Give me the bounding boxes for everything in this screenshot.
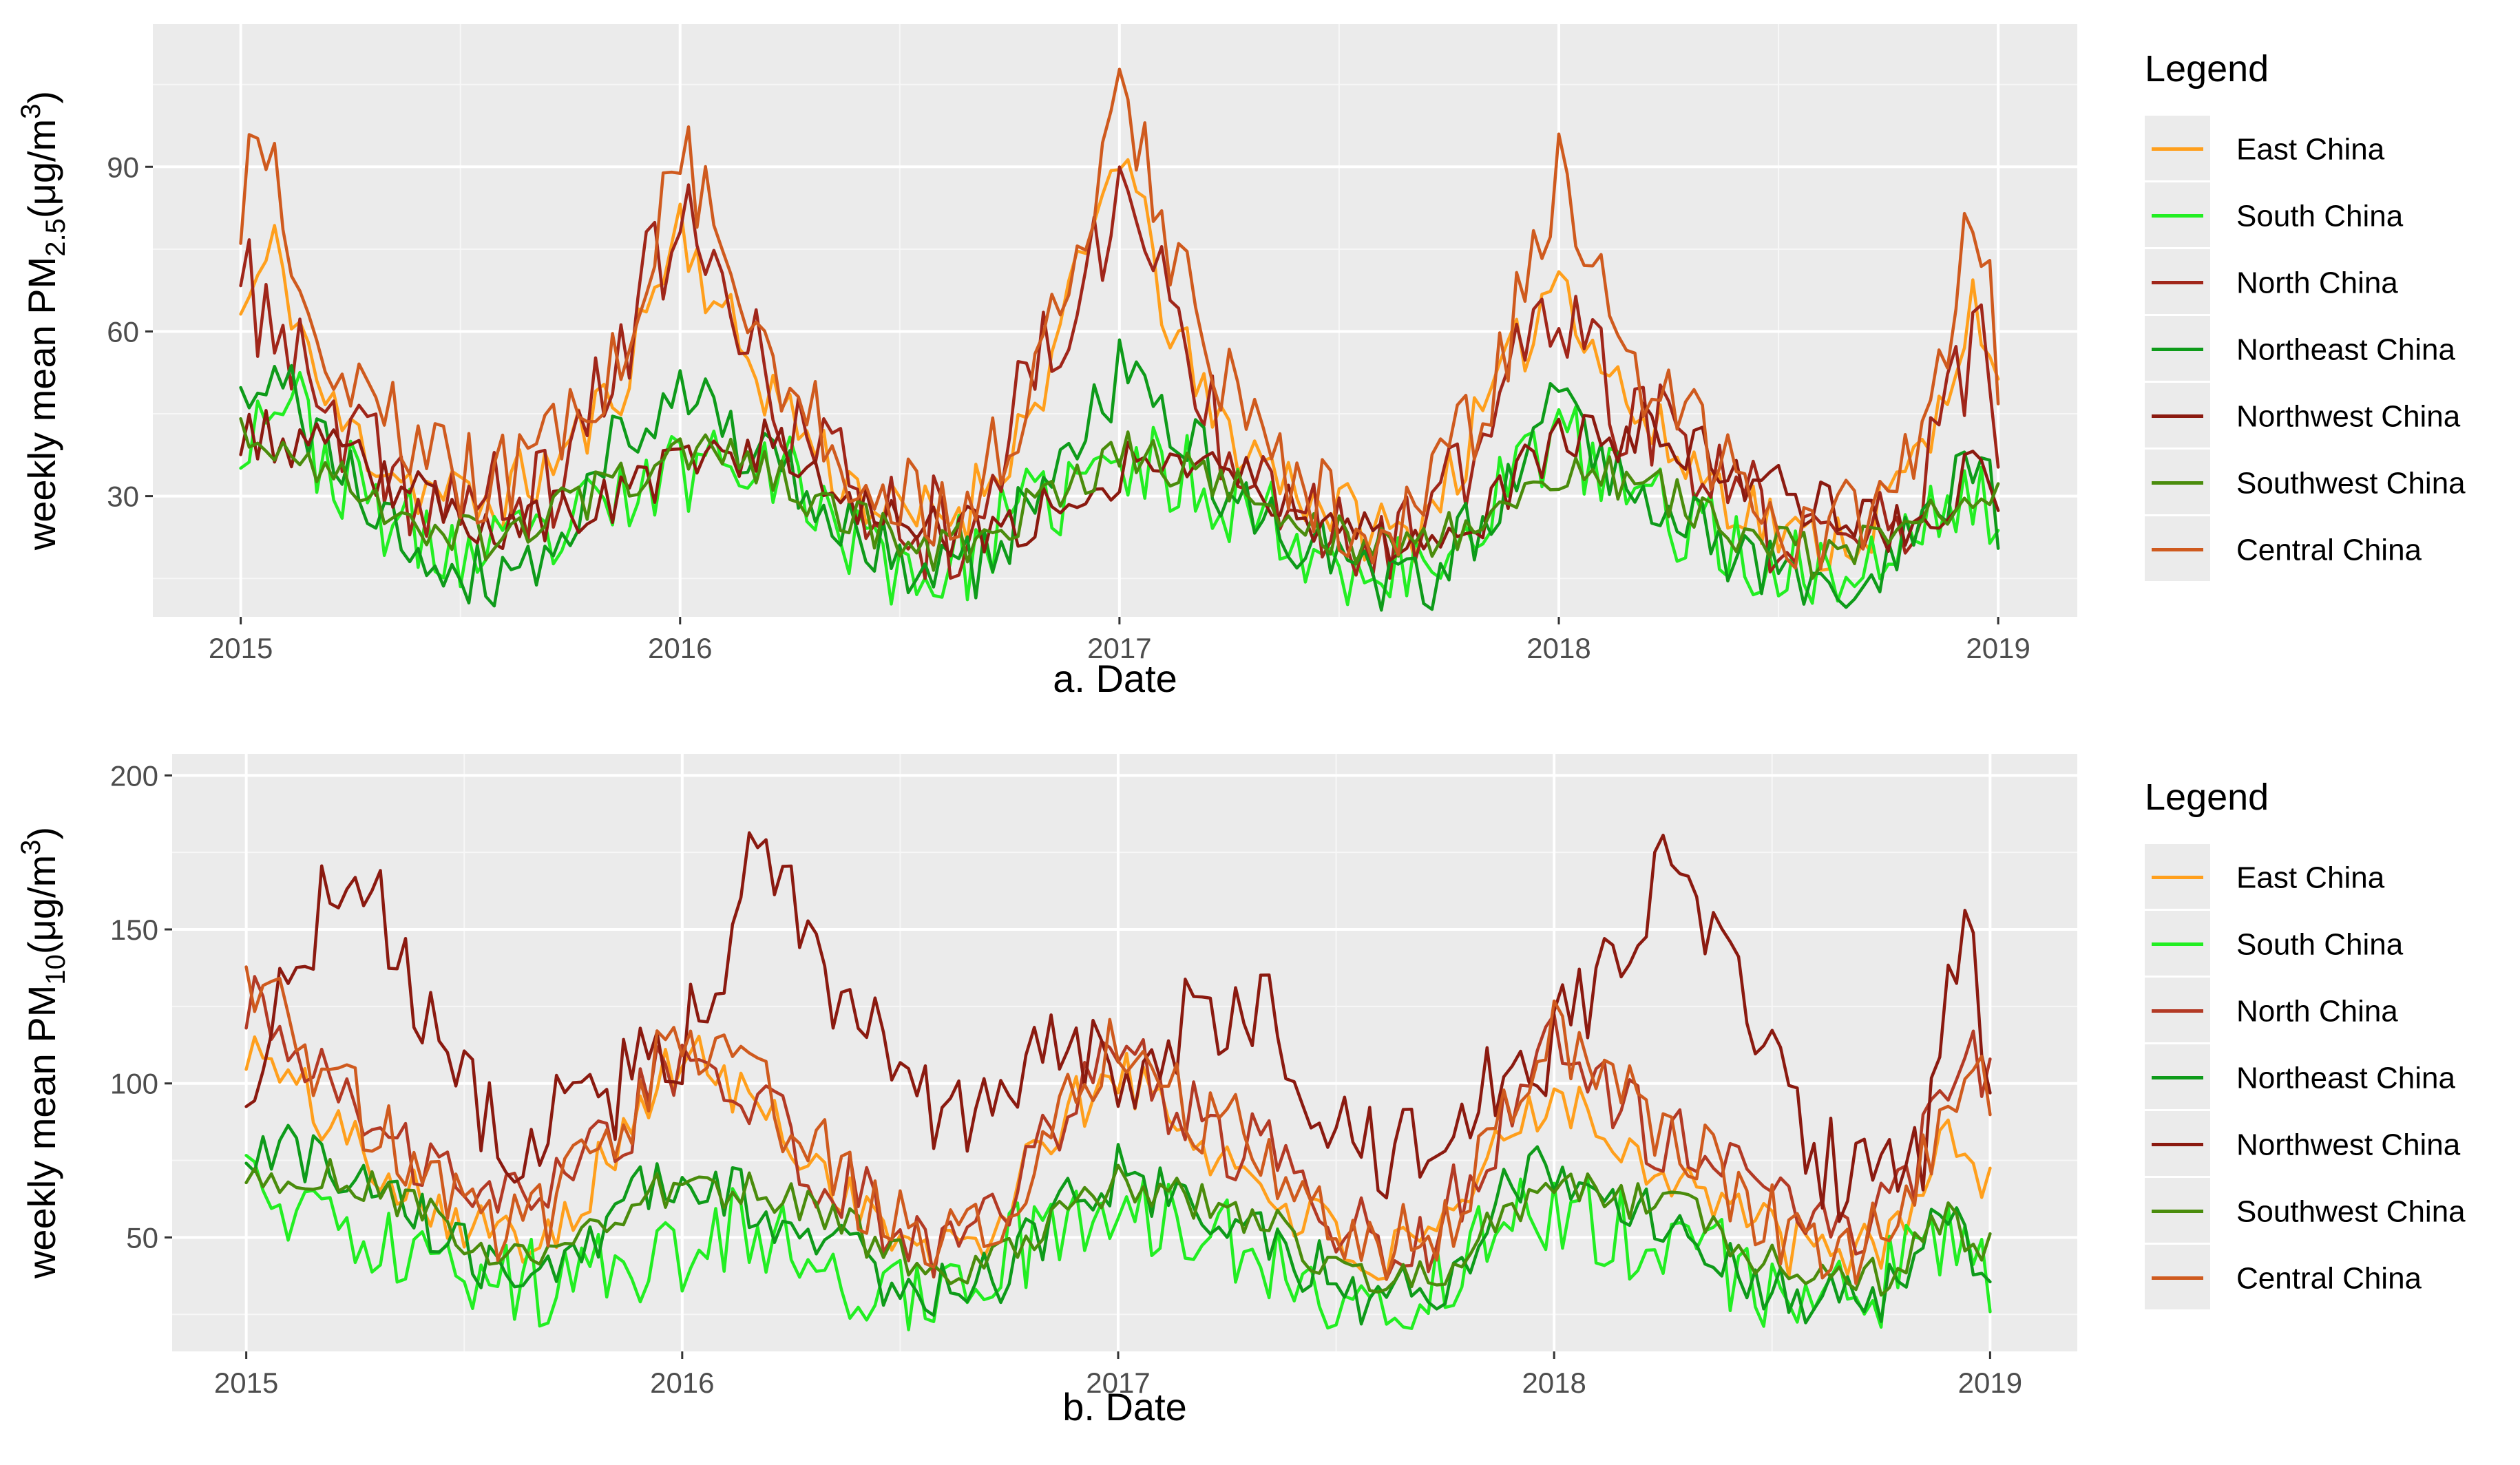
x-axis-title: b. Date [1062,1385,1187,1429]
legend: Legend East China South China North China No… [2145,777,2466,1309]
x-axis-title: a. Date [1053,657,1177,700]
y-axis-title: weekly mean PM2.5(μg/m3) [16,91,71,551]
legend-label: Northwest China [2236,400,2461,434]
legend-label: South China [2236,200,2404,233]
x-tick-label: 2015 [209,632,273,664]
y-tick-label: 30 [107,481,139,513]
y-tick-label: 50 [126,1221,158,1254]
legend-label: East China [2236,133,2385,167]
legend-label: South China [2236,928,2404,962]
legend-label: Northeast China [2236,1062,2455,1095]
series-line-south-china [244,1154,1992,1331]
series-line-northwest-china [244,831,1992,1223]
legend-label: East China [2236,861,2385,895]
series-line-southwest-china [239,417,2000,580]
series-line-east-china [244,1034,1992,1281]
x-tick-label: 2015 [214,1367,278,1399]
legend-title: Legend [2145,48,2269,89]
y-axis-title-part: ) [20,827,63,840]
y-tick-label: 60 [107,315,139,348]
series-line-northeast-china [244,1124,1992,1326]
series-line-northeast-china [239,338,2000,612]
legend-title: Legend [2145,777,2269,818]
y-axis-title-part: weekly mean PM [20,257,63,551]
legend-label: North China [2236,995,2398,1029]
y-axis-title-part: weekly mean PM [20,985,63,1279]
y-axis-title: weekly mean PM10(μg/m3) [16,827,71,1279]
legend: Legend East China South China North China No… [2145,48,2466,581]
x-tick-label: 2016 [648,632,712,664]
chart-pm25: 2015 2016 2017 2018 2019 30 60 90 a. Date weekly … [16,24,2466,700]
y-axis-title-part: 3 [16,104,46,119]
legend-label: Northeast China [2236,333,2455,367]
y-tick-label: 100 [110,1068,158,1100]
y-tick-label: 150 [110,914,158,946]
x-tick-label: 2017 [1087,632,1151,664]
legend-label: Central China [2236,1262,2422,1296]
y-axis-title-part: 2.5 [41,218,71,257]
series-line-north-china [239,165,2000,580]
series-line-central-china [239,67,2000,571]
y-axis-title-part: 10 [41,954,71,985]
legend-label: Central China [2236,534,2422,567]
y-axis-title-part: (μg/m [20,119,63,218]
x-tick-label: 2017 [1086,1367,1150,1399]
y-axis-title-part: (μg/m [20,855,63,954]
chart-pm10: 2015 2016 2017 2018 2019 50 100 150 200 b. Date we… [16,754,2466,1429]
x-tick-label: 2018 [1526,632,1590,664]
legend-label: North China [2236,266,2398,300]
x-tick-label: 2019 [1966,632,2030,664]
y-tick-label: 90 [107,151,139,183]
legend-label: Southwest China [2236,1195,2466,1229]
series-line-central-china [244,965,1992,1285]
legend-label: Southwest China [2236,467,2466,500]
legend-label: Northwest China [2236,1128,2461,1162]
x-tick-label: 2019 [1958,1367,2022,1399]
x-tick-label: 2016 [650,1367,714,1399]
y-axis-title-part: 3 [16,840,46,855]
series-line-southwest-china [244,1157,1992,1297]
y-tick-label: 200 [110,759,158,792]
x-tick-label: 2018 [1522,1367,1586,1399]
y-axis-title-part: ) [20,91,63,104]
